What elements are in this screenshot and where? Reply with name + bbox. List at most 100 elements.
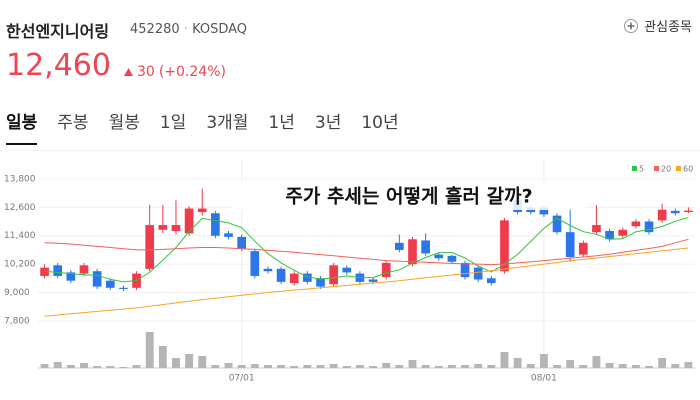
tab[interactable]: 월봉 — [108, 113, 140, 133]
candle-body — [670, 210, 680, 214]
volume-bar — [658, 358, 667, 368]
volume-bar — [487, 365, 496, 368]
legend-label: 60 — [683, 165, 693, 174]
tab[interactable]: 일봉 — [6, 108, 38, 145]
candle-body — [618, 229, 628, 236]
volume-bar — [579, 365, 588, 368]
volume-bar — [500, 352, 509, 368]
volume-bar — [434, 366, 443, 368]
tab[interactable]: 10년 — [361, 113, 399, 133]
volume-bar — [461, 365, 469, 368]
candle-body — [421, 240, 430, 254]
watch-button[interactable]: 관심종목 — [624, 16, 692, 35]
candle-body — [105, 280, 115, 288]
stock-code-market: 452280 · KOSDAQ — [130, 22, 248, 37]
volume-bar — [382, 363, 391, 368]
volume-bar — [250, 364, 259, 368]
candle-body — [66, 272, 76, 281]
change-pct: (+0.24%) — [158, 64, 226, 80]
volume-bar — [447, 365, 456, 368]
candle-body — [211, 213, 220, 236]
annotation: 주가 추세는 어떻게 흘러 갈까? — [285, 185, 532, 208]
legend-swatch — [632, 166, 637, 171]
tab[interactable]: 1일 — [159, 113, 187, 133]
volume-bar — [93, 366, 102, 368]
up-arrow — [124, 68, 133, 76]
market: KOSDAQ — [192, 22, 248, 37]
legend-swatch — [676, 166, 681, 171]
y-tick-label: 12,600 — [4, 203, 36, 213]
y-tick-label: 11,400 — [4, 231, 36, 241]
candle-body — [434, 254, 444, 259]
x-tick-label: 07/01 — [229, 374, 255, 384]
candle-body — [329, 265, 338, 285]
volume-bar — [684, 362, 693, 368]
candle-body — [92, 271, 102, 287]
volume-bar — [342, 366, 351, 368]
stock-name: 한선엔지니어링 — [6, 22, 110, 41]
moving-average — [44, 217, 689, 283]
y-tick-label: 7,800 — [4, 316, 30, 326]
tab[interactable]: 주봉 — [57, 113, 89, 133]
candle-body — [552, 215, 562, 233]
volume-bar — [185, 354, 194, 368]
candle-body — [197, 208, 207, 213]
candle-body — [184, 208, 194, 234]
volume-bar — [421, 365, 430, 368]
volume-bar — [631, 365, 640, 368]
y-tick-label: 9,000 — [4, 288, 30, 298]
volume-bar — [316, 365, 325, 368]
legend-label: 20 — [661, 165, 671, 174]
volume-bar — [172, 358, 180, 368]
candle-body — [237, 236, 247, 249]
volume-bar — [237, 365, 246, 368]
candle-body — [53, 265, 63, 276]
tab[interactable]: 3개월 — [206, 113, 249, 133]
x-tick-label: 08/01 — [531, 374, 557, 384]
candle-body — [395, 242, 404, 250]
volume-bar — [671, 364, 680, 368]
period-tabs: 일봉 주봉 월봉 1일 3개월 1년 3년 10년 — [6, 108, 399, 145]
volume-bar — [158, 346, 167, 368]
candle-body — [473, 267, 483, 280]
y-tick-label: 13,800 — [4, 174, 36, 184]
volume-bar — [66, 365, 75, 368]
plus-icon — [624, 18, 639, 33]
candle-body — [486, 278, 496, 284]
volume-bar — [211, 365, 220, 368]
volume-bar — [277, 365, 286, 368]
candle-body — [289, 273, 299, 284]
candle-body — [158, 225, 168, 230]
annotation-bg — [232, 182, 586, 210]
volume-bar — [290, 366, 299, 368]
candle-body — [408, 239, 417, 265]
volume-bar — [605, 363, 614, 368]
legend-swatch — [654, 166, 659, 171]
candle-body — [171, 225, 181, 231]
candle-body — [263, 268, 273, 272]
moving-average — [44, 247, 689, 317]
stock-code: 452280 — [130, 22, 180, 37]
volume-bar — [224, 363, 233, 368]
candle-body — [460, 262, 470, 278]
volume-bar — [355, 365, 364, 368]
watch-label: 관심종목 — [644, 19, 692, 34]
candle-body — [276, 268, 286, 282]
candle-body — [447, 255, 457, 262]
volume-bar — [198, 356, 207, 368]
y-tick-label: 10,200 — [4, 260, 36, 270]
volume-bar — [329, 364, 338, 368]
candle-body — [539, 207, 549, 215]
tab[interactable]: 1년 — [268, 113, 295, 133]
volume-bar — [132, 365, 141, 368]
volume-bar — [645, 366, 653, 368]
candle-body — [500, 220, 509, 272]
volume-bar — [553, 365, 561, 368]
price-change: 30 (+0.24%) — [124, 64, 226, 80]
volume-bar — [539, 354, 548, 368]
candle-body — [40, 267, 49, 276]
tab[interactable]: 3년 — [314, 113, 342, 133]
candle-body — [342, 267, 352, 273]
change: 30 — [137, 64, 155, 80]
